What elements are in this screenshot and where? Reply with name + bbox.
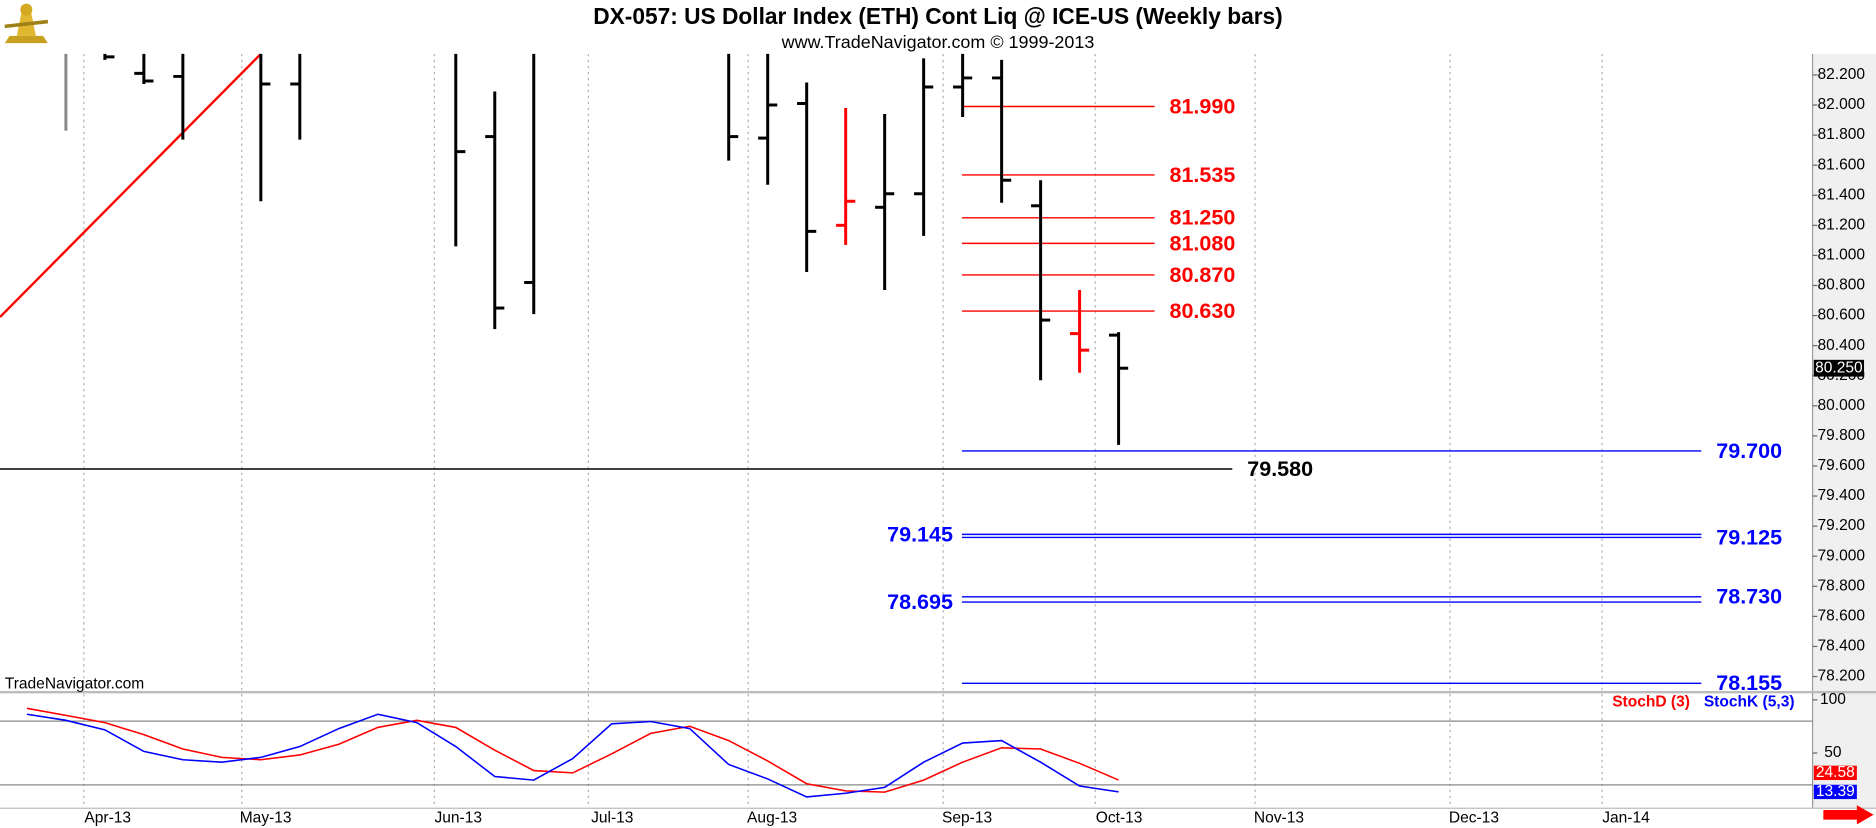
legend-entry: StochK (5,3) xyxy=(1704,693,1795,710)
y-tick-label: 81.800 xyxy=(1818,126,1866,143)
level-label: 81.990 xyxy=(1170,94,1236,118)
x-tick-label: Oct-13 xyxy=(1096,810,1143,827)
y-tick-label: 79.800 xyxy=(1818,427,1866,444)
y-tick-label: 78.800 xyxy=(1818,577,1866,594)
x-tick-label: Jul-13 xyxy=(591,810,633,827)
trendline xyxy=(0,53,262,318)
logo-base xyxy=(4,35,48,44)
x-tick-label: Nov-13 xyxy=(1254,810,1304,827)
price-plot xyxy=(0,53,1702,692)
level-label: 79.145 xyxy=(887,522,953,546)
current-price-label: 80.250 xyxy=(1815,359,1863,376)
y-tick-label: 79.000 xyxy=(1818,547,1866,564)
y-tick-label: 81.200 xyxy=(1818,216,1866,233)
level-label: 79.580 xyxy=(1247,457,1313,481)
y-tick-label: 80.000 xyxy=(1818,397,1866,414)
x-tick-label: Aug-13 xyxy=(747,810,797,827)
level-label: 79.700 xyxy=(1716,439,1782,463)
level-label: 78.695 xyxy=(887,590,953,614)
y-tick-label: 100 xyxy=(1820,691,1846,708)
last-value-label: 13.39 xyxy=(1816,783,1855,800)
y-tick-label: 80.800 xyxy=(1818,277,1866,294)
level-label: 78.155 xyxy=(1716,671,1782,695)
watermark: TradeNavigator.com xyxy=(5,676,144,693)
y-tick-label: 80.600 xyxy=(1818,307,1866,324)
overlay: Apr-13 May-13 Jun-13 Jul-13 Aug-13 Sep-13 Oct-… xyxy=(84,66,1865,826)
y-tick-label: 78.200 xyxy=(1818,668,1866,685)
legend-entry: StochD (3) xyxy=(1612,693,1690,710)
y-tick-label: 81.000 xyxy=(1818,247,1866,264)
logo-arm xyxy=(4,19,49,29)
level-label: 79.125 xyxy=(1716,525,1782,549)
stoch-line xyxy=(26,713,1119,798)
y-tick-label: 79.400 xyxy=(1818,487,1866,504)
stoch-plot xyxy=(0,693,1813,808)
y-tick-label: 81.400 xyxy=(1818,186,1866,203)
y-tick-label: 79.600 xyxy=(1818,457,1866,474)
right-axis-panel xyxy=(1812,53,1876,808)
stoch-line xyxy=(26,707,1119,793)
last-value-box xyxy=(1813,765,1857,781)
level-label: 80.870 xyxy=(1170,263,1236,287)
y-tick-label: 78.400 xyxy=(1818,638,1866,655)
level-label: 78.730 xyxy=(1716,585,1782,609)
x-tick-label: Jan-14 xyxy=(1602,810,1650,827)
last-value-box xyxy=(1813,784,1857,800)
x-tick-label: May-13 xyxy=(240,810,292,827)
chart-subtitle: www.TradeNavigator.com © 1999-2013 xyxy=(781,32,1095,52)
y-tick-label: 78.600 xyxy=(1818,607,1866,624)
x-tick-label: Apr-13 xyxy=(84,810,131,827)
x-tick-label: Jun-13 xyxy=(434,810,482,827)
y-tick-label: 82.000 xyxy=(1818,96,1866,113)
y-tick-label: 80.400 xyxy=(1818,337,1866,354)
logo xyxy=(4,3,49,44)
y-tick-label: 79.200 xyxy=(1818,517,1866,534)
x-tick-label: Sep-13 xyxy=(942,810,992,827)
y-tick-label: 81.600 xyxy=(1818,156,1866,173)
level-label: 81.080 xyxy=(1170,231,1236,255)
y-tick-label: 82.200 xyxy=(1818,66,1866,83)
level-label: 80.630 xyxy=(1170,299,1236,323)
chart-title: DX-057: US Dollar Index (ETH) Cont Liq @… xyxy=(593,3,1283,29)
level-label: 81.535 xyxy=(1170,163,1236,187)
scroll-arrow[interactable] xyxy=(1823,805,1874,825)
level-label: 81.250 xyxy=(1170,206,1236,230)
x-tick-label: Dec-13 xyxy=(1449,810,1499,827)
current-price-box xyxy=(1813,359,1865,377)
y-tick-label: 50 xyxy=(1824,744,1842,761)
last-value-label: 24.58 xyxy=(1816,764,1855,781)
logo-top xyxy=(20,3,33,16)
